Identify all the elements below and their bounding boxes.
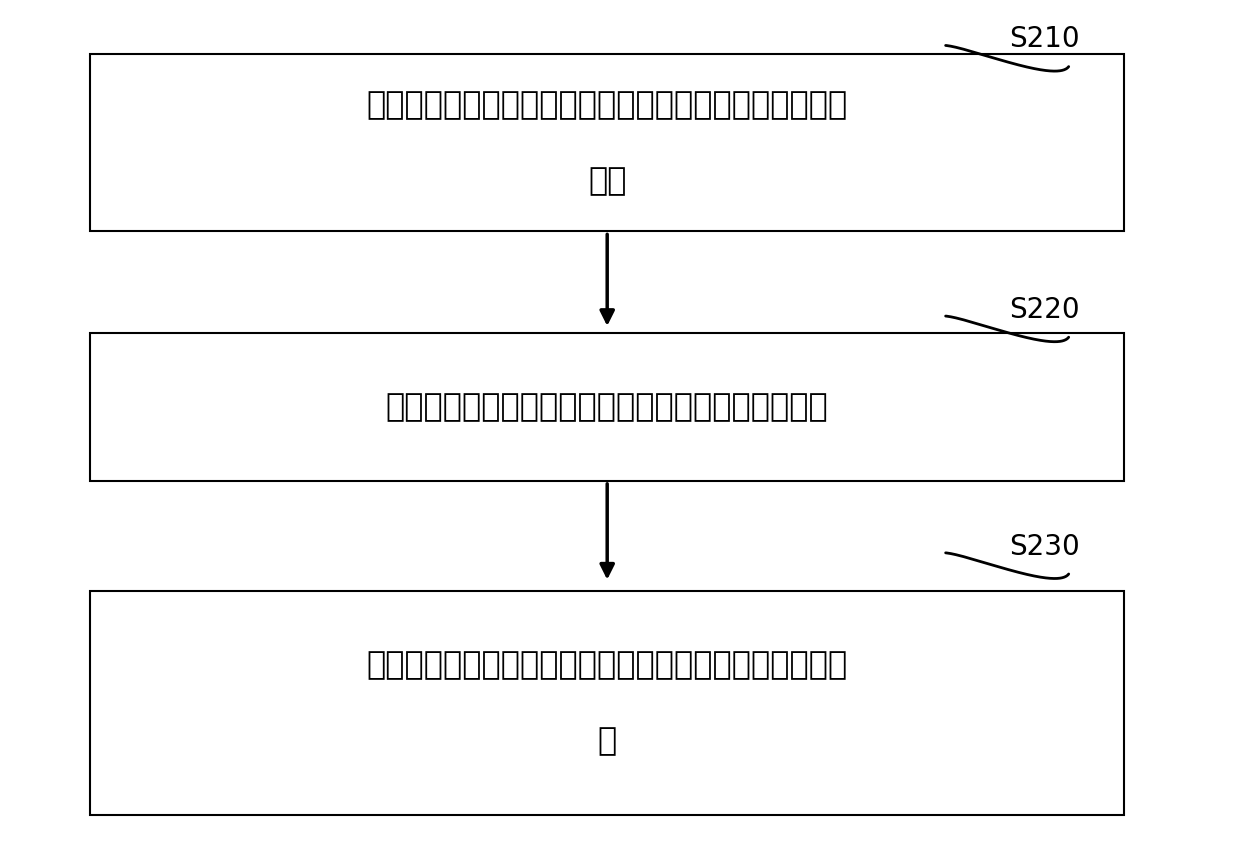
Text: 根据经济运行功率和额定功率，确定储能系统的最小配置: 根据经济运行功率和额定功率，确定储能系统的最小配置 <box>367 90 847 121</box>
Text: 对所述最小配置容量进行扩充，得到储能系统的容量: 对所述最小配置容量进行扩充，得到储能系统的容量 <box>385 392 829 423</box>
Bar <box>90 334 1124 481</box>
Text: S220: S220 <box>1009 296 1079 323</box>
Bar <box>90 591 1124 815</box>
Bar <box>90 55 1124 232</box>
Text: 确定配置容量对应的所述储能系统的最小化全寿命周期成: 确定配置容量对应的所述储能系统的最小化全寿命周期成 <box>367 650 847 681</box>
Text: S210: S210 <box>1009 26 1079 53</box>
Text: 容量: 容量 <box>589 166 627 197</box>
Text: 本: 本 <box>597 726 617 757</box>
Text: S230: S230 <box>1009 532 1079 560</box>
